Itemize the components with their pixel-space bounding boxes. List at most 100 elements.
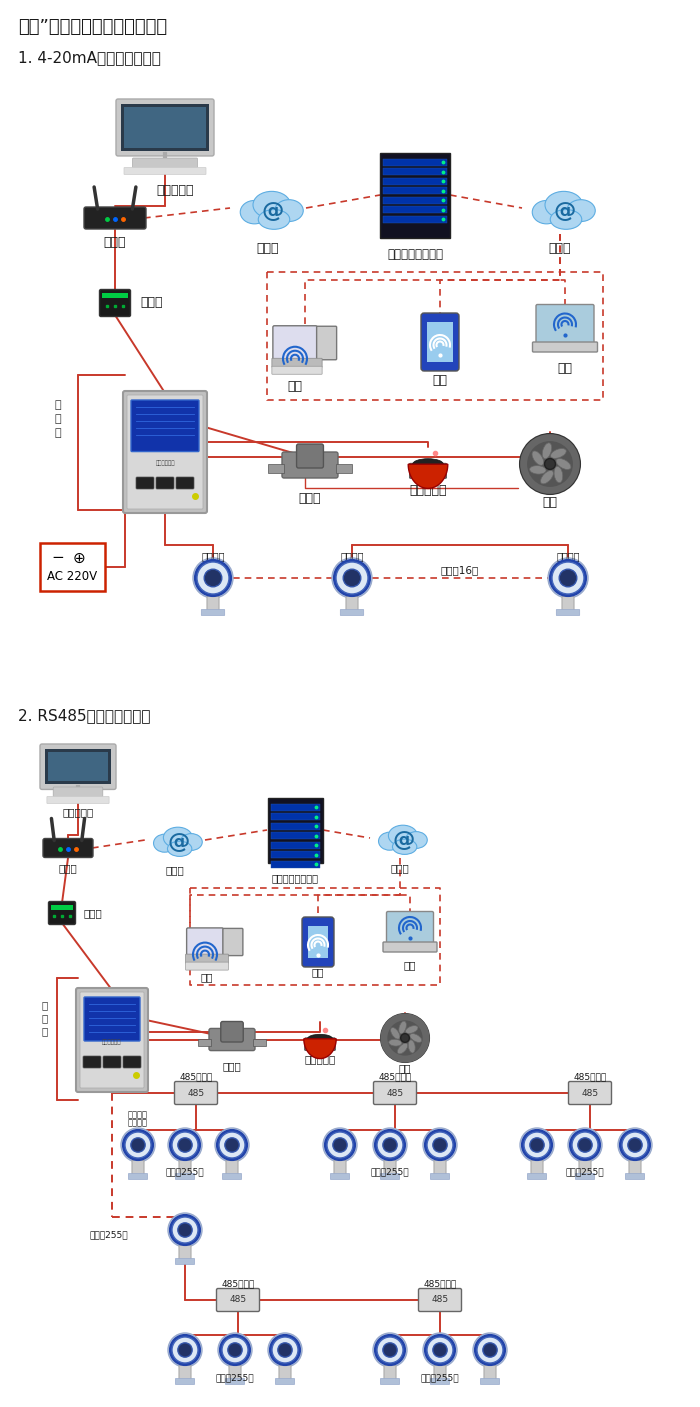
- FancyBboxPatch shape: [51, 905, 73, 910]
- Circle shape: [343, 570, 360, 587]
- FancyBboxPatch shape: [132, 158, 197, 167]
- Text: 电脑: 电脑: [288, 380, 302, 393]
- Circle shape: [559, 570, 577, 587]
- Circle shape: [578, 1138, 592, 1152]
- FancyBboxPatch shape: [156, 477, 174, 490]
- FancyBboxPatch shape: [39, 543, 104, 591]
- FancyBboxPatch shape: [132, 1159, 144, 1176]
- Text: −: −: [52, 550, 64, 566]
- FancyBboxPatch shape: [275, 1379, 295, 1384]
- FancyBboxPatch shape: [336, 464, 351, 473]
- Polygon shape: [408, 464, 448, 488]
- Ellipse shape: [532, 450, 544, 466]
- FancyBboxPatch shape: [123, 1057, 141, 1068]
- FancyBboxPatch shape: [330, 1173, 349, 1179]
- FancyBboxPatch shape: [124, 167, 206, 174]
- FancyBboxPatch shape: [123, 391, 207, 514]
- Circle shape: [333, 1138, 347, 1152]
- FancyBboxPatch shape: [76, 988, 148, 1092]
- FancyBboxPatch shape: [380, 152, 450, 238]
- FancyBboxPatch shape: [270, 823, 319, 830]
- Circle shape: [178, 1342, 192, 1358]
- FancyBboxPatch shape: [186, 962, 228, 969]
- FancyBboxPatch shape: [270, 851, 319, 858]
- Circle shape: [222, 1337, 248, 1363]
- Circle shape: [383, 1342, 397, 1358]
- Ellipse shape: [274, 200, 303, 221]
- Circle shape: [483, 1342, 497, 1358]
- FancyBboxPatch shape: [272, 366, 322, 374]
- FancyBboxPatch shape: [386, 912, 433, 944]
- Text: @: @: [392, 830, 414, 850]
- Text: 电磁阀: 电磁阀: [299, 491, 321, 505]
- FancyBboxPatch shape: [127, 395, 203, 509]
- FancyBboxPatch shape: [124, 107, 206, 148]
- Ellipse shape: [530, 466, 546, 474]
- Ellipse shape: [163, 827, 193, 848]
- Text: 通: 通: [42, 1000, 48, 1010]
- Circle shape: [272, 1337, 298, 1363]
- FancyBboxPatch shape: [45, 749, 111, 785]
- Text: 可连接255台: 可连接255台: [371, 1168, 409, 1176]
- FancyBboxPatch shape: [270, 803, 319, 810]
- Circle shape: [433, 1342, 447, 1358]
- FancyBboxPatch shape: [380, 1173, 400, 1179]
- Text: 讯: 讯: [55, 414, 62, 424]
- Circle shape: [172, 1217, 198, 1242]
- FancyBboxPatch shape: [179, 1245, 191, 1261]
- FancyBboxPatch shape: [220, 1021, 243, 1043]
- FancyBboxPatch shape: [383, 197, 447, 204]
- Ellipse shape: [398, 1043, 407, 1054]
- FancyBboxPatch shape: [270, 841, 319, 848]
- Text: 485中继器: 485中继器: [179, 1072, 213, 1082]
- Text: 信号输出: 信号输出: [128, 1119, 148, 1127]
- Text: 485中继器: 485中继器: [424, 1279, 456, 1289]
- FancyBboxPatch shape: [434, 1365, 446, 1382]
- Text: 互联网: 互联网: [549, 242, 571, 255]
- Ellipse shape: [153, 834, 176, 853]
- FancyBboxPatch shape: [179, 1159, 191, 1176]
- Circle shape: [427, 1133, 453, 1158]
- FancyBboxPatch shape: [176, 1173, 195, 1179]
- Circle shape: [473, 1332, 507, 1368]
- Ellipse shape: [253, 191, 290, 218]
- Text: 信号输出: 信号输出: [340, 552, 364, 561]
- Circle shape: [172, 1337, 198, 1363]
- Circle shape: [178, 1138, 192, 1152]
- Circle shape: [423, 1128, 457, 1162]
- Text: 可连接16个: 可连接16个: [441, 566, 479, 575]
- Circle shape: [373, 1128, 407, 1162]
- Circle shape: [215, 1128, 249, 1162]
- FancyBboxPatch shape: [480, 1379, 500, 1384]
- FancyBboxPatch shape: [128, 1173, 148, 1179]
- Text: 线: 线: [42, 1026, 48, 1036]
- Text: 可连接255台: 可连接255台: [166, 1168, 204, 1176]
- Ellipse shape: [567, 200, 595, 221]
- FancyBboxPatch shape: [302, 917, 334, 967]
- Circle shape: [268, 1332, 302, 1368]
- Text: 互联网: 互联网: [257, 242, 279, 255]
- Text: 485中继器: 485中继器: [379, 1072, 412, 1082]
- Circle shape: [377, 1133, 403, 1158]
- Circle shape: [400, 1034, 410, 1043]
- FancyBboxPatch shape: [48, 751, 108, 781]
- FancyBboxPatch shape: [374, 1082, 416, 1104]
- Circle shape: [168, 1213, 202, 1247]
- Circle shape: [219, 1133, 245, 1158]
- FancyBboxPatch shape: [421, 312, 459, 371]
- Text: 风机: 风机: [399, 1064, 412, 1074]
- Text: 通: 通: [55, 400, 62, 409]
- Circle shape: [336, 561, 368, 594]
- Circle shape: [278, 1342, 292, 1358]
- FancyBboxPatch shape: [176, 1258, 195, 1265]
- Circle shape: [327, 1133, 353, 1158]
- Circle shape: [568, 1128, 602, 1162]
- Ellipse shape: [393, 839, 416, 854]
- Text: 信号输出: 信号输出: [202, 552, 225, 561]
- Text: 可连接255台: 可连接255台: [421, 1373, 459, 1383]
- Ellipse shape: [307, 1034, 332, 1044]
- FancyBboxPatch shape: [334, 1159, 346, 1176]
- Ellipse shape: [405, 832, 427, 848]
- FancyBboxPatch shape: [383, 215, 447, 222]
- FancyBboxPatch shape: [225, 1379, 244, 1384]
